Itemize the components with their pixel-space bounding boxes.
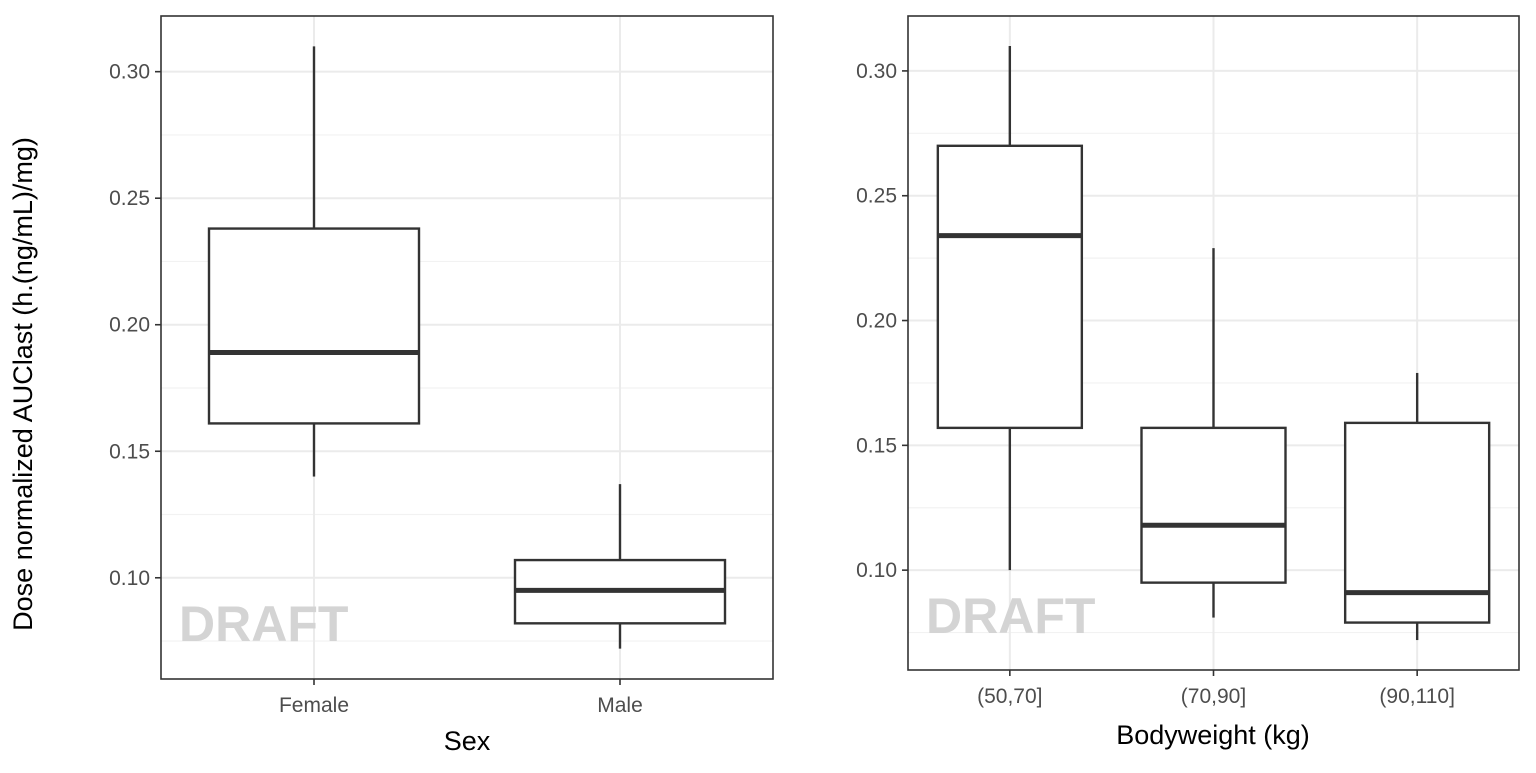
interquartile-box <box>936 144 1084 430</box>
x-tick-label: (90,110] <box>1379 685 1455 708</box>
interquartile-box <box>1343 421 1491 624</box>
panel-frame <box>160 15 774 680</box>
y-tick-label: 0.10 <box>109 567 150 590</box>
draft-watermark: DRAFT <box>926 588 1095 644</box>
y-tick-label: 0.30 <box>109 61 150 84</box>
y-tick-label: 0.15 <box>109 440 150 463</box>
y-tick-label: 0.25 <box>856 185 897 208</box>
shared-y-axis-title: Dose normalized AUClast (h.(ng/mL)/mg) <box>8 137 38 631</box>
interquartile-box <box>1140 426 1287 584</box>
box-50-70 <box>936 45 1084 571</box>
x-tick-label: Male <box>597 694 643 717</box>
y-tick-label: 0.30 <box>856 60 897 83</box>
x-tick-label: (70,90] <box>1181 685 1246 708</box>
x-axis-title-bodyweight: Bodyweight (kg) <box>1116 720 1310 750</box>
y-tick-label: 0.20 <box>109 314 150 337</box>
panel-bodyweight: DRAFT 0.10 0.15 0.20 0.25 0.30 (50,70] (70,90]… <box>856 15 1520 750</box>
interquartile-box <box>207 227 421 425</box>
y-tick-label: 0.25 <box>109 187 150 210</box>
draft-watermark: DRAFT <box>179 596 348 652</box>
y-tick-label: 0.10 <box>856 559 897 582</box>
box-male <box>513 484 727 649</box>
x-tick-label: Female <box>279 694 349 717</box>
panel-sex: DRAFT 0.10 0.15 0.20 0.25 0.30 Female Male Sex <box>109 15 774 756</box>
y-tick-label: 0.20 <box>856 310 897 333</box>
box-female <box>207 46 421 477</box>
x-tick-label: (50,70] <box>977 685 1042 708</box>
x-axis-title-sex: Sex <box>444 726 491 756</box>
y-tick-label: 0.15 <box>856 434 897 457</box>
box-90-110 <box>1343 372 1491 641</box>
box-70-90 <box>1140 248 1287 618</box>
